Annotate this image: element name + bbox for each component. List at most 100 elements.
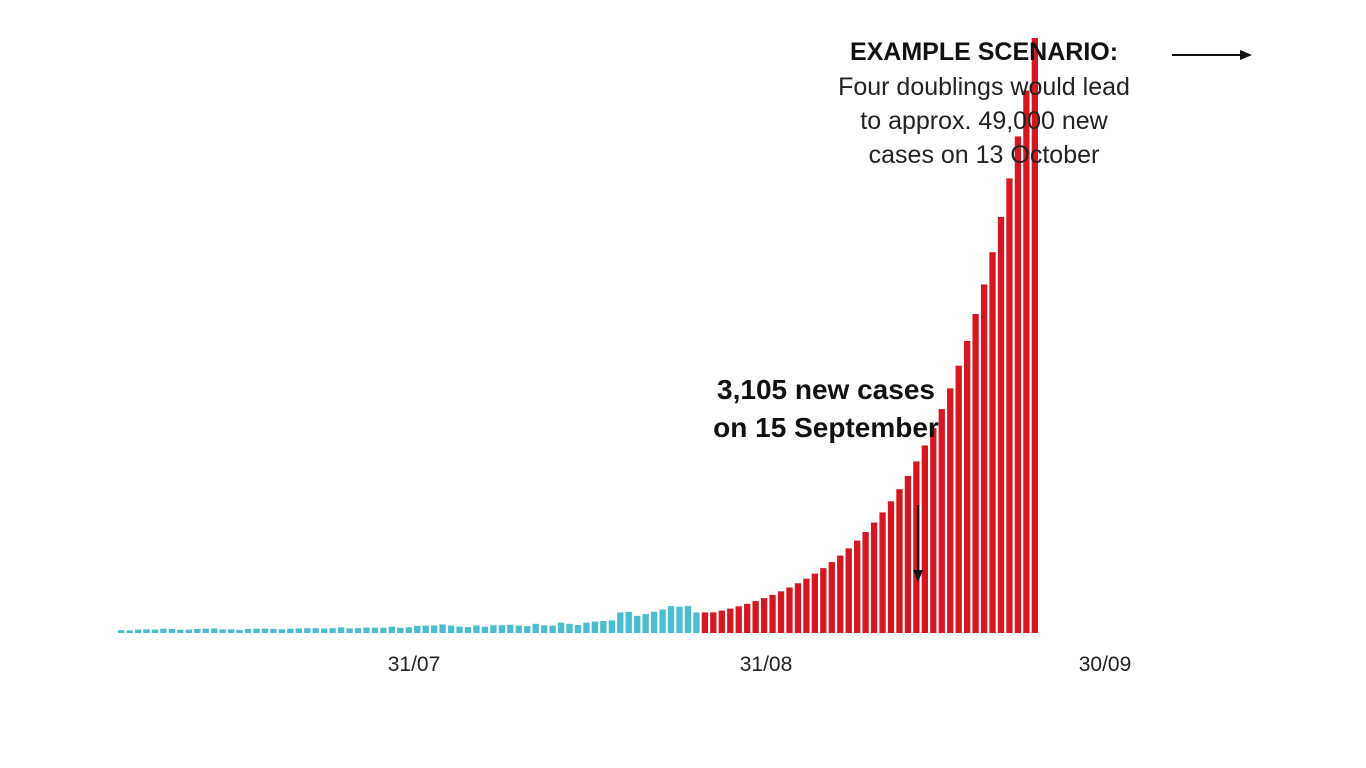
projected-cases-bar	[760, 598, 768, 633]
observed-cases-bar	[304, 628, 311, 633]
projected-cases-bar	[896, 489, 903, 633]
observed-cases-bar	[583, 622, 590, 633]
observed-cases-bar	[481, 626, 489, 633]
observed-cases-bar	[549, 625, 556, 633]
observed-cases-bar	[464, 627, 472, 633]
observed-cases-bar	[363, 627, 370, 633]
observed-cases-bar	[253, 628, 260, 633]
observed-cases-bar	[211, 628, 218, 633]
scenario-annotation-line: cases on 13 October	[869, 141, 1100, 169]
projected-cases-bar	[921, 445, 928, 633]
projected-cases-bar	[989, 252, 996, 633]
scenario-arrow	[1172, 50, 1252, 60]
observed-cases-bar	[194, 629, 201, 633]
observed-cases-bar	[507, 624, 514, 633]
projected-cases-bar	[811, 573, 819, 633]
observed-cases-bar	[354, 628, 362, 633]
projected-cases-bar	[777, 591, 785, 633]
observed-cases-bar	[693, 612, 700, 633]
observed-cases-bar	[278, 629, 286, 633]
observed-cases-bar	[321, 628, 328, 633]
projected-cases-bar	[828, 562, 835, 633]
projected-cases-bar	[938, 409, 945, 633]
projected-cases-bar	[904, 475, 912, 633]
projected-cases-bar	[870, 522, 878, 633]
observed-cases-bar	[312, 628, 319, 633]
observed-cases-bar	[414, 625, 421, 633]
observed-cases-bar	[295, 628, 302, 633]
observed-cases-bar	[287, 628, 294, 633]
projected-cases-bar	[845, 548, 852, 633]
current-cases-annotation-line: on 15 September	[713, 412, 939, 443]
observed-cases-bar	[185, 629, 192, 633]
observed-cases-bar	[473, 625, 480, 633]
observed-cases-bar	[270, 628, 277, 633]
observed-cases-bar	[515, 625, 522, 633]
projected-cases-bar	[980, 284, 988, 633]
projected-cases-bar	[837, 555, 844, 633]
observed-cases-bar	[177, 629, 184, 633]
observed-cases-bar	[490, 625, 497, 633]
projected-cases-bar	[794, 583, 802, 633]
observed-cases-bar	[405, 627, 412, 633]
projected-cases-bar	[879, 512, 886, 633]
observed-cases-bar	[244, 629, 252, 633]
current-cases-annotation-line: 3,105 new cases	[717, 374, 935, 405]
observed-cases-bar	[346, 628, 353, 633]
observed-cases-bar	[642, 614, 649, 633]
observed-cases-bar	[617, 612, 624, 633]
observed-cases-bar	[118, 630, 125, 633]
projected-cases-bar	[718, 610, 725, 633]
observed-cases-bar	[371, 627, 379, 633]
projected-cases-bar	[913, 461, 920, 633]
bars-group	[118, 38, 1038, 633]
observed-cases-bar	[591, 621, 599, 633]
projected-cases-bar	[786, 587, 793, 633]
observed-cases-bar	[388, 626, 396, 633]
observed-cases-bar	[574, 624, 582, 633]
observed-cases-bar	[202, 628, 209, 633]
observed-cases-bar	[447, 625, 455, 633]
observed-cases-bar	[532, 623, 539, 633]
observed-cases-bar	[667, 606, 675, 633]
observed-cases-bar	[261, 628, 269, 633]
observed-cases-bar	[676, 606, 683, 633]
observed-cases-bar	[126, 630, 133, 633]
observed-cases-bar	[659, 609, 666, 633]
observed-cases-bar	[160, 628, 167, 633]
current-cases-arrow	[913, 505, 923, 582]
projected-cases-bar	[854, 540, 861, 633]
x-tick-label: 31/07	[388, 653, 441, 676]
observed-cases-bar	[227, 629, 235, 633]
observed-cases-bar	[625, 611, 632, 633]
scenario-annotation-line: Four doublings would lead	[838, 73, 1130, 101]
projected-cases-bar	[887, 501, 895, 633]
observed-cases-bar	[684, 606, 692, 633]
projected-cases-bar	[820, 568, 827, 633]
projected-cases-bar	[769, 594, 776, 633]
observed-cases-bar	[456, 626, 463, 633]
observed-cases-bar	[541, 625, 548, 633]
projected-cases-bar	[710, 612, 717, 633]
observed-cases-bar	[634, 615, 641, 633]
observed-cases-bar	[431, 625, 438, 633]
projected-cases-bar	[947, 388, 954, 633]
projected-cases-bar	[972, 313, 979, 633]
projected-cases-bar	[955, 365, 962, 633]
observed-cases-bar	[134, 629, 142, 633]
observed-cases-bar	[151, 629, 159, 633]
observed-cases-bar	[168, 629, 176, 633]
projected-cases-bar	[701, 612, 709, 633]
projected-cases-bar	[1023, 90, 1030, 633]
observed-cases-bar	[219, 629, 226, 633]
projected-cases-bar	[930, 428, 937, 633]
observed-cases-bar	[557, 622, 565, 633]
observed-cases-bar	[397, 627, 404, 633]
observed-cases-bar	[337, 627, 345, 633]
projected-cases-bar	[964, 340, 971, 633]
observed-cases-bar	[566, 623, 573, 633]
observed-cases-bar	[329, 628, 336, 633]
scenario-annotation-line: to approx. 49,000 new	[860, 107, 1108, 135]
observed-cases-bar	[524, 626, 531, 633]
